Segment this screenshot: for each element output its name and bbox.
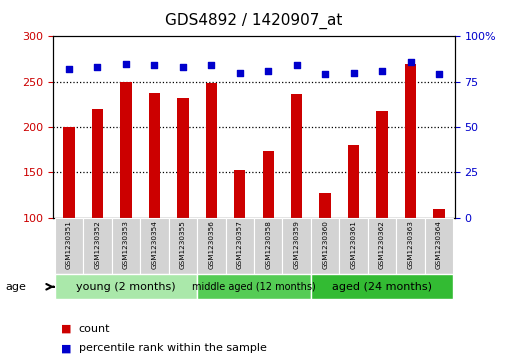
Point [406,59,415,65]
Bar [339,218,368,274]
Bar [226,218,254,274]
Point [321,72,329,77]
Bar [254,218,282,274]
Bar [376,111,388,309]
Bar [83,218,112,274]
Text: middle aged (12 months): middle aged (12 months) [192,282,316,292]
Text: ■: ■ [61,323,72,334]
Point [350,70,358,76]
Text: age: age [5,282,26,292]
Bar [177,98,188,309]
Text: GSM1230362: GSM1230362 [379,220,385,269]
Text: GSM1230364: GSM1230364 [436,220,442,269]
Point [179,64,187,70]
Text: count: count [79,323,110,334]
Bar [64,127,75,309]
Bar [140,218,169,274]
Bar [368,218,396,274]
Text: GSM1230361: GSM1230361 [351,220,357,269]
Text: GDS4892 / 1420907_at: GDS4892 / 1420907_at [165,13,343,29]
Text: GSM1230355: GSM1230355 [180,220,186,269]
Bar [120,82,132,309]
Bar [433,209,444,309]
Text: GSM1230352: GSM1230352 [94,220,101,269]
Text: GSM1230353: GSM1230353 [123,220,129,269]
Text: GSM1230354: GSM1230354 [151,220,157,269]
Bar [291,94,302,309]
Point [65,66,73,72]
Bar [405,64,416,309]
Text: aged (24 months): aged (24 months) [332,282,432,292]
Text: young (2 months): young (2 months) [76,282,176,292]
Bar [197,218,226,274]
Point [378,68,386,74]
Bar [311,218,339,274]
Bar [55,274,197,299]
Bar [263,151,274,309]
Text: percentile rank within the sample: percentile rank within the sample [79,343,267,354]
Bar [55,218,83,274]
Point [150,62,158,68]
Text: GSM1230363: GSM1230363 [407,220,414,269]
Point [236,70,244,76]
Bar [282,218,311,274]
Point [207,62,215,68]
Point [293,62,301,68]
Bar [112,218,140,274]
Point [122,61,130,66]
Text: ■: ■ [61,343,72,354]
Text: GSM1230359: GSM1230359 [294,220,300,269]
Text: GSM1230356: GSM1230356 [208,220,214,269]
Bar [320,193,331,309]
Bar [197,274,311,299]
Text: GSM1230360: GSM1230360 [322,220,328,269]
Bar [425,218,453,274]
Text: GSM1230357: GSM1230357 [237,220,243,269]
Bar [169,218,197,274]
Bar [396,218,425,274]
Bar [348,145,359,309]
Point [435,72,443,77]
Bar [206,83,217,309]
Point [264,68,272,74]
Text: GSM1230358: GSM1230358 [265,220,271,269]
Bar [149,93,160,309]
Bar [92,109,103,309]
Text: GSM1230351: GSM1230351 [66,220,72,269]
Bar [234,170,245,309]
Point [93,64,102,70]
Bar [311,274,453,299]
